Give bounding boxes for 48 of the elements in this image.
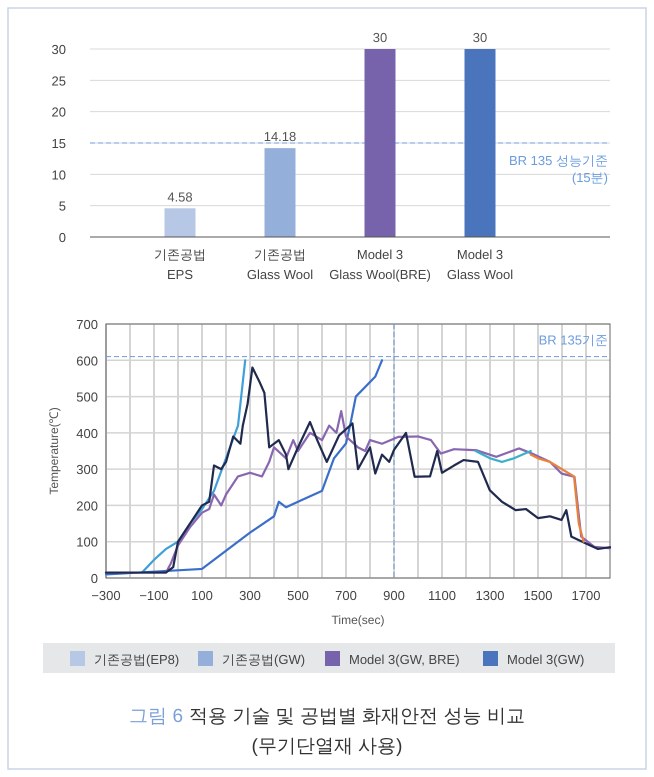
x-tick-label: Model 3 Glass Wool(BRE) <box>329 247 431 282</box>
y-tick-label: 0 <box>58 230 66 245</box>
x-tick-label: 100 <box>191 588 213 603</box>
x-tick-label: −100 <box>139 588 169 603</box>
data-label: 30 <box>472 30 488 45</box>
x-tick-label: Model 3 Glass Wool <box>446 247 514 282</box>
line-series <box>104 359 384 576</box>
text: (무기단열재 사용) <box>252 736 402 757</box>
y-tick-label: 100 <box>76 534 98 550</box>
line-series <box>104 366 612 574</box>
y-tick-label: 10 <box>52 167 66 182</box>
x-tick-label: 기존공법 EPS <box>154 247 206 282</box>
data-label: 4.58 <box>167 189 193 204</box>
x-axis-title: Time(sec) <box>332 613 384 627</box>
x-tick-label: 1500 <box>524 588 552 603</box>
x-tick-label: −300 <box>91 588 121 603</box>
x-tick-label: 300 <box>239 588 261 603</box>
caption: 그림 6 <box>129 706 184 727</box>
y-tick-label: 30 <box>52 42 66 57</box>
y-tick-label: 15 <box>52 136 66 151</box>
x-tick-label: 700 <box>335 588 357 603</box>
x-tick-label: 500 <box>287 588 309 603</box>
data-label: 30 <box>372 30 388 45</box>
y-tick-label: 200 <box>76 498 98 514</box>
y-tick-label: 5 <box>58 198 66 214</box>
legend-label: Model 3(GW) <box>507 652 584 667</box>
y-tick-label: 300 <box>76 462 98 478</box>
x-tick-label: 1100 <box>428 588 456 603</box>
y-tick-label: 600 <box>76 353 98 368</box>
x-tick-label: 1300 <box>476 588 504 603</box>
legend-label: 기존공법(GW) <box>222 652 306 667</box>
y-tick-label: 700 <box>76 317 98 332</box>
y-tick-label: 0 <box>90 571 98 586</box>
y-tick-label: 25 <box>52 73 66 88</box>
y-tick-label: 20 <box>52 104 66 120</box>
ref-line-label: BR 135기준 <box>538 332 608 348</box>
ref-line-label: BR 135 성능기준 (15분) <box>509 153 608 185</box>
legend-label: Model 3(GW, BRE) <box>349 652 460 667</box>
y-tick-label: 400 <box>76 426 98 441</box>
data-label: 14.18 <box>264 129 296 144</box>
x-tick-label: 900 <box>383 588 405 603</box>
text: 적용 기술 및 공법별 화재안전 성능 비교 <box>189 706 525 727</box>
line-series <box>530 454 585 543</box>
y-axis-title: Temperature(℃) <box>47 407 61 495</box>
x-tick-label: 기존공법 Glass Wool <box>246 247 314 282</box>
legend-label: 기존공법(EP8) <box>94 652 180 667</box>
x-tick-label: 1700 <box>572 588 600 603</box>
y-tick-label: 500 <box>76 390 98 405</box>
